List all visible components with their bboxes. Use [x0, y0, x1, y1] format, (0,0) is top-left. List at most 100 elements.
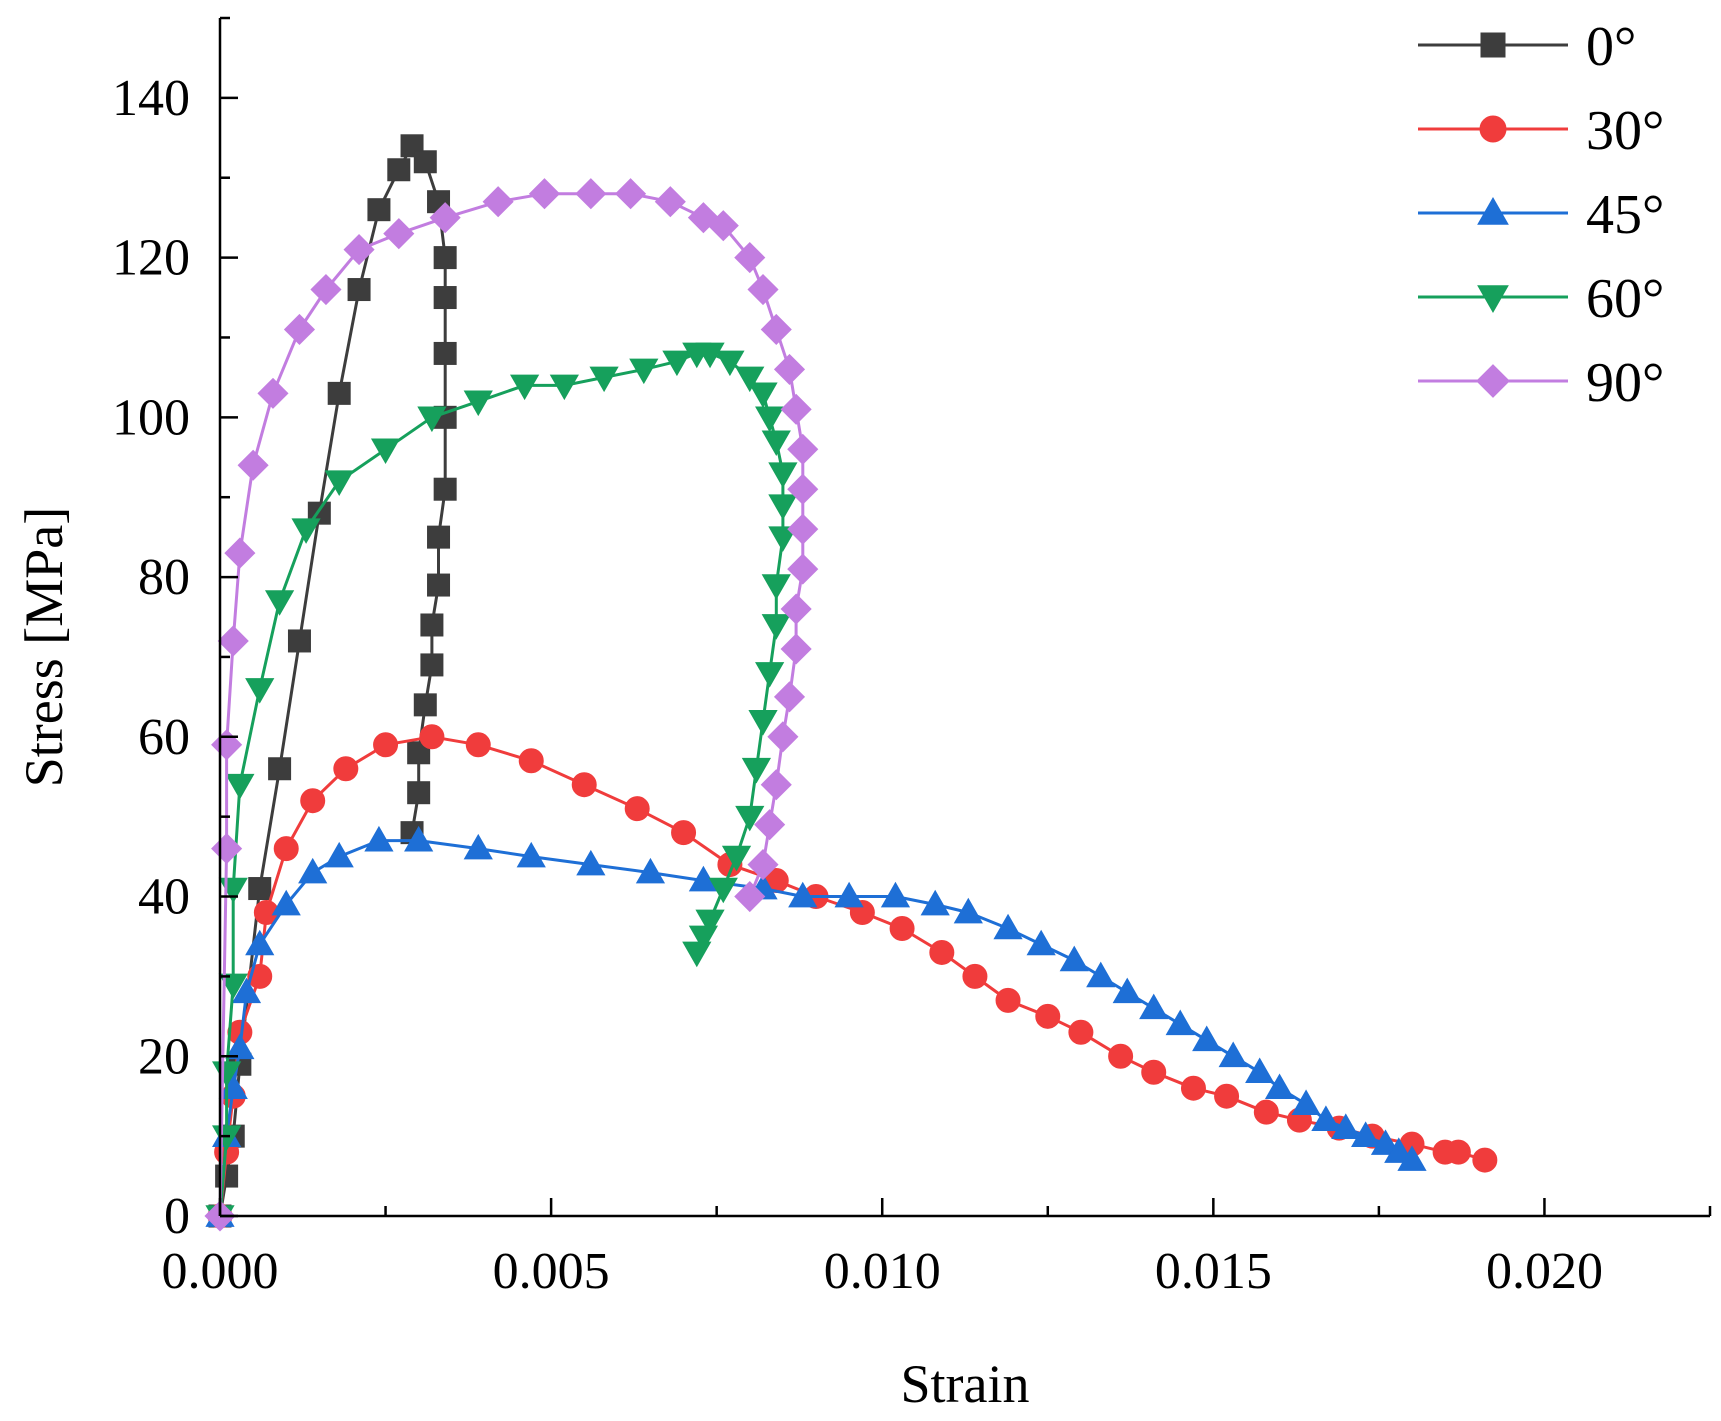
data-point: [748, 710, 778, 736]
data-point: [1311, 1105, 1341, 1131]
data-point: [298, 857, 328, 884]
data-point: [248, 877, 272, 901]
data-point: [615, 178, 647, 210]
data-point: [734, 242, 766, 274]
data-point: [773, 681, 806, 713]
data-point: [708, 877, 738, 904]
data-point: [962, 963, 988, 989]
data-point: [768, 462, 798, 488]
data-point: [413, 693, 437, 717]
data-point: [1351, 1121, 1381, 1147]
y-tick-label: 20: [138, 1028, 190, 1085]
axes: [218, 18, 1710, 1218]
data-point: [300, 788, 326, 814]
data-point: [920, 889, 950, 916]
data-point: [834, 881, 864, 908]
data-point: [1112, 977, 1142, 1004]
data-point: [993, 913, 1023, 940]
data-point: [404, 825, 434, 852]
data-point: [291, 518, 321, 544]
legend-marker: [1480, 32, 1506, 58]
data-point: [768, 494, 798, 520]
data-point: [433, 246, 457, 270]
data-point: [1331, 1113, 1361, 1139]
data-point: [1026, 929, 1056, 956]
data-point: [429, 202, 461, 234]
data-point: [383, 218, 415, 250]
data-point: [257, 377, 289, 409]
legend-label: 90°: [1586, 352, 1664, 414]
data-point: [1445, 1139, 1471, 1165]
data-point: [768, 526, 798, 552]
data-point: [373, 732, 399, 758]
data-point: [327, 381, 351, 405]
data-point: [287, 629, 311, 653]
data-point: [695, 909, 725, 936]
data-point: [761, 614, 791, 640]
series-2: [205, 825, 1427, 1227]
data-point: [549, 374, 579, 401]
data-point: [370, 438, 401, 465]
y-tick-label: 60: [138, 709, 190, 766]
y-tick-label: 40: [138, 869, 190, 926]
data-point: [433, 286, 457, 310]
data-point: [283, 313, 316, 346]
legend-marker: [1477, 196, 1509, 225]
data-point: [1059, 945, 1089, 972]
data-point: [417, 406, 447, 433]
legend-label: 60°: [1586, 268, 1664, 330]
y-tick-label: 140: [112, 70, 190, 127]
data-point: [245, 929, 275, 956]
series-layer: [204, 134, 1498, 1232]
y-axis-title: Stress [MPa]: [14, 507, 74, 788]
data-point: [788, 881, 818, 908]
data-point: [1086, 961, 1116, 988]
data-point: [1370, 1129, 1401, 1155]
data-point: [245, 678, 275, 704]
data-point: [662, 350, 692, 377]
data-point: [682, 941, 712, 968]
data-point: [510, 374, 540, 401]
data-point: [211, 729, 243, 761]
series-3: [205, 342, 798, 1231]
data-point: [773, 353, 806, 385]
data-point: [721, 845, 752, 872]
data-point: [427, 573, 451, 597]
data-point: [1192, 1025, 1222, 1052]
data-point: [1141, 1059, 1167, 1085]
data-point: [780, 633, 812, 665]
data-point: [654, 186, 686, 218]
series-line: [218, 351, 785, 1217]
data-point: [695, 342, 725, 369]
data-point: [224, 537, 256, 569]
data-point: [1218, 1041, 1248, 1068]
legend-marker: [1479, 115, 1507, 143]
data-point: [225, 773, 255, 800]
legend-label: 0°: [1586, 16, 1636, 78]
data-point: [1291, 1089, 1321, 1115]
legend-marker: [1477, 285, 1509, 314]
data-point: [575, 178, 607, 210]
data-point: [271, 889, 301, 916]
data-point: [231, 977, 262, 1004]
data-point: [367, 198, 391, 222]
data-point: [1068, 1019, 1094, 1045]
data-point: [217, 625, 249, 657]
legend-item: 45°: [1418, 184, 1664, 246]
data-point: [433, 477, 457, 501]
data-point: [407, 741, 431, 765]
series-0: [208, 134, 457, 1228]
x-tick-label: 0.010: [824, 1243, 941, 1300]
data-point: [755, 662, 785, 688]
legend: 0° 30° 45° 60° 90°: [1418, 16, 1664, 414]
data-point: [707, 210, 739, 242]
data-point: [427, 525, 451, 549]
data-point: [333, 756, 359, 782]
series-1: [207, 724, 1498, 1229]
legend-label: 45°: [1586, 184, 1664, 246]
data-point: [929, 939, 955, 965]
data-point: [735, 366, 765, 393]
data-point: [347, 278, 371, 302]
data-point: [787, 433, 819, 465]
data-point: [1139, 993, 1169, 1020]
